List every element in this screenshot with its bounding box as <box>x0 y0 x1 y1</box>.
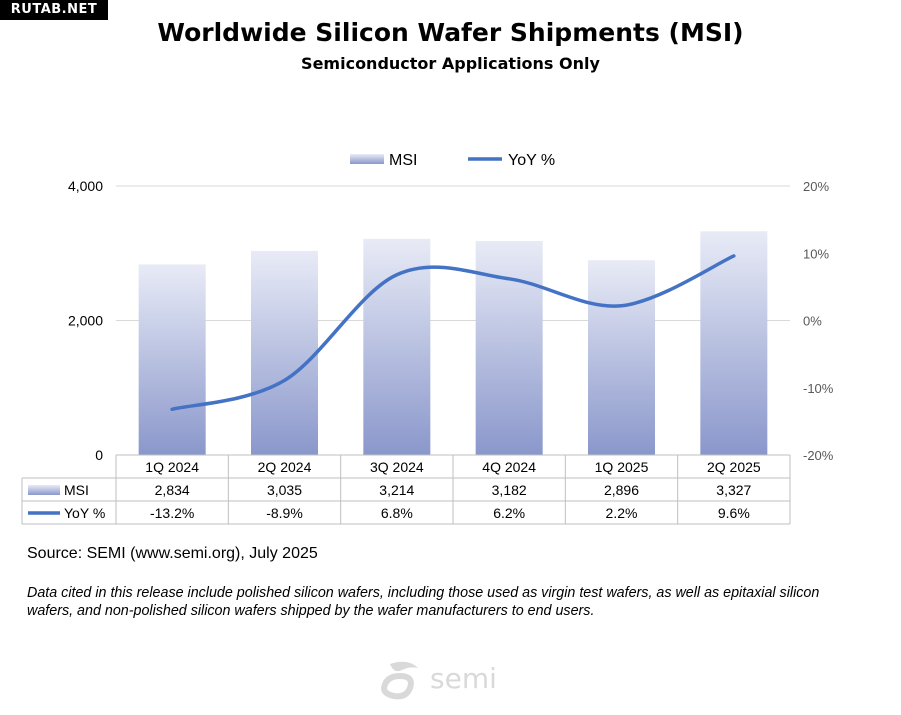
bar-msi <box>363 238 431 455</box>
table-key-msi-label: MSI <box>64 482 89 498</box>
table-yoy-value: -8.9% <box>266 505 303 521</box>
table-yoy-value: 9.6% <box>718 505 750 521</box>
table-yoy-value: 2.2% <box>606 505 638 521</box>
table-msi-value: 3,035 <box>267 482 302 498</box>
bar-msi <box>251 250 318 455</box>
table-msi-value: 2,896 <box>604 482 639 498</box>
semi-logo: semi <box>380 661 497 700</box>
table-msi-value: 3,182 <box>492 482 527 498</box>
y-left-tick-label: 2,000 <box>68 313 103 329</box>
y-right-tick-label: -10% <box>803 381 834 396</box>
table-category-label: 1Q 2025 <box>595 459 649 475</box>
table-yoy-value: 6.2% <box>493 505 525 521</box>
bar-msi <box>475 241 543 455</box>
table-category-label: 1Q 2024 <box>145 459 199 475</box>
table-category-label: 3Q 2024 <box>370 459 424 475</box>
table-msi-value: 3,327 <box>716 482 751 498</box>
site-badge: RUTAB.NET <box>0 0 108 20</box>
legend-msi-label: MSI <box>389 152 417 169</box>
y-right-tick-label: 0% <box>803 314 822 329</box>
y-left-tick-label: 4,000 <box>68 178 103 194</box>
line-yoy <box>170 254 736 412</box>
bar-msi <box>138 264 206 455</box>
table-category-label: 4Q 2024 <box>482 459 536 475</box>
y-left-tick-label: 0 <box>95 447 103 463</box>
table-msi-value: 3,214 <box>379 482 414 498</box>
chart-subtitle: Semiconductor Applications Only <box>301 54 600 73</box>
legend-yoy-label: YoY % <box>508 152 555 169</box>
y-right-tick-label: 20% <box>803 179 829 194</box>
bar-msi <box>700 231 768 455</box>
table-key-yoy-label: YoY % <box>64 505 105 521</box>
chart-title: Worldwide Silicon Wafer Shipments (MSI) <box>157 18 744 47</box>
y-right-tick-label: -20% <box>803 448 834 463</box>
table-msi-value: 2,834 <box>155 482 190 498</box>
table-yoy-value: -13.2% <box>150 505 194 521</box>
semi-logo-text: semi <box>430 662 497 695</box>
bar-msi <box>588 260 655 455</box>
table-yoy-value: 6.8% <box>381 505 413 521</box>
legend-msi-swatch <box>350 154 384 164</box>
footnote: Data cited in this release include polis… <box>27 585 820 619</box>
semi-logo-icon <box>380 661 418 700</box>
table-category-label: 2Q 2025 <box>707 459 761 475</box>
source-text: Source: SEMI (www.semi.org), July 2025 <box>27 545 318 562</box>
table-key-msi-swatch <box>28 485 60 495</box>
table-category-label: 2Q 2024 <box>258 459 312 475</box>
y-right-tick-label: 10% <box>803 246 829 261</box>
